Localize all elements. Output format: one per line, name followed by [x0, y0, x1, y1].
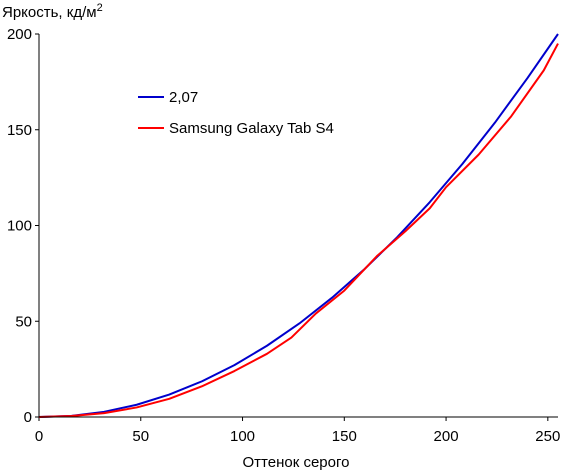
y-tick-label: 0	[24, 409, 32, 426]
x-tick-label: 0	[35, 428, 43, 445]
series-lines	[38, 33, 559, 418]
x-tick-label: 250	[535, 428, 560, 445]
x-tick-label: 100	[230, 428, 255, 445]
x-tick-label: 150	[332, 428, 357, 445]
series-line-2	[38, 43, 559, 418]
x-tick-label: 50	[132, 428, 149, 445]
y-axis-label-superscript: 2	[97, 2, 103, 14]
axes	[38, 34, 558, 418]
x-axis-label: Оттенок серого	[243, 454, 350, 470]
legend: 2,07 Samsung Galaxy Tab S4	[138, 89, 334, 137]
legend-label-2: Samsung Galaxy Tab S4	[169, 120, 334, 137]
y-axis-label: Яркость, кд/м2	[2, 2, 103, 21]
y-tick-label: 150	[7, 122, 32, 139]
legend-label-1: 2,07	[169, 89, 198, 106]
x-tick-label: 200	[434, 428, 459, 445]
y-tick-label: 200	[7, 26, 32, 43]
y-tick-label: 100	[7, 218, 32, 235]
y-tick-label: 50	[15, 313, 32, 330]
y-axis-label-main: Яркость, кд/м	[2, 4, 97, 21]
series-line-1	[38, 33, 559, 418]
axis-ticks: 0 50 100 150 200 0 50 100 150 200 250	[7, 26, 560, 445]
